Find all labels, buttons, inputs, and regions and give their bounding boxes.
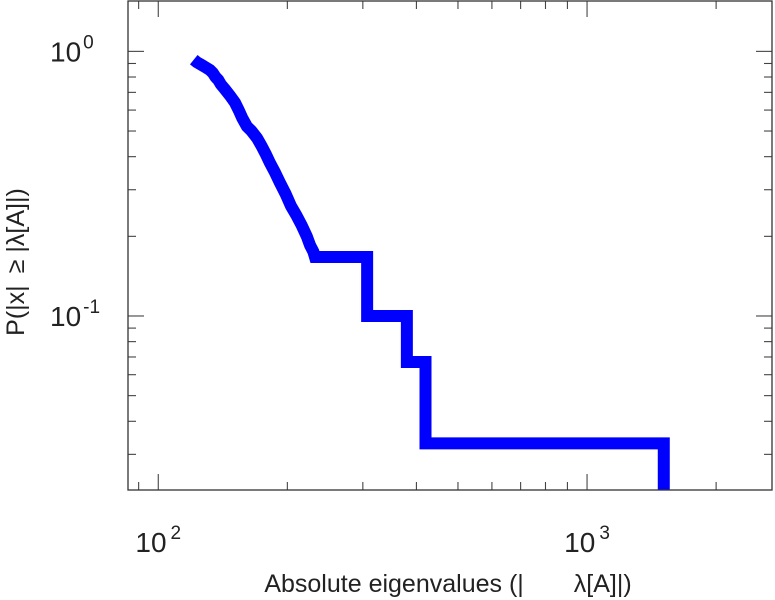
tick-labels: 10 2 10 3 10 0 10 -1: [50, 32, 610, 558]
x-tick-label: 10 2: [135, 523, 181, 558]
y-tick-label: 10 0: [50, 32, 94, 67]
plot-frame: [127, 0, 773, 491]
series-line: [189, 55, 670, 490]
x-tick-label: 10 3: [564, 523, 610, 558]
y-axis-label: P(|x|≥|λ[A]|): [2, 188, 30, 336]
series-layer: [189, 55, 670, 490]
y-tick-label: 10 -1: [50, 297, 100, 332]
x-axis-label: Absolute eigenvalues (| λ[A]|): [264, 570, 631, 598]
tick-marks: [128, 1, 772, 490]
